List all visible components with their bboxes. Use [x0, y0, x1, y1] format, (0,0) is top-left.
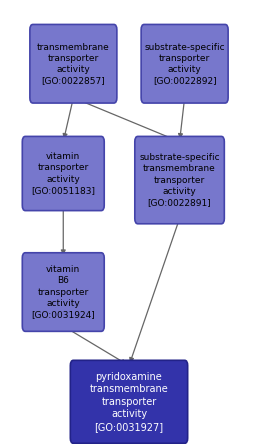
FancyBboxPatch shape	[30, 25, 117, 103]
FancyBboxPatch shape	[135, 136, 224, 224]
Text: substrate-specific
transmembrane
transporter
activity
[GO:0022891]: substrate-specific transmembrane transpo…	[139, 153, 220, 207]
Text: transmembrane
transporter
activity
[GO:0022857]: transmembrane transporter activity [GO:0…	[37, 43, 110, 85]
Text: vitamin
B6
transporter
activity
[GO:0031924]: vitamin B6 transporter activity [GO:0031…	[31, 265, 95, 319]
FancyBboxPatch shape	[22, 136, 104, 211]
Text: vitamin
transporter
activity
[GO:0051183]: vitamin transporter activity [GO:0051183…	[31, 152, 95, 195]
FancyBboxPatch shape	[141, 25, 228, 103]
FancyBboxPatch shape	[70, 360, 188, 444]
Text: substrate-specific
transporter
activity
[GO:0022892]: substrate-specific transporter activity …	[144, 43, 225, 85]
FancyBboxPatch shape	[22, 253, 104, 332]
Text: pyridoxamine
transmembrane
transporter
activity
[GO:0031927]: pyridoxamine transmembrane transporter a…	[90, 372, 168, 431]
